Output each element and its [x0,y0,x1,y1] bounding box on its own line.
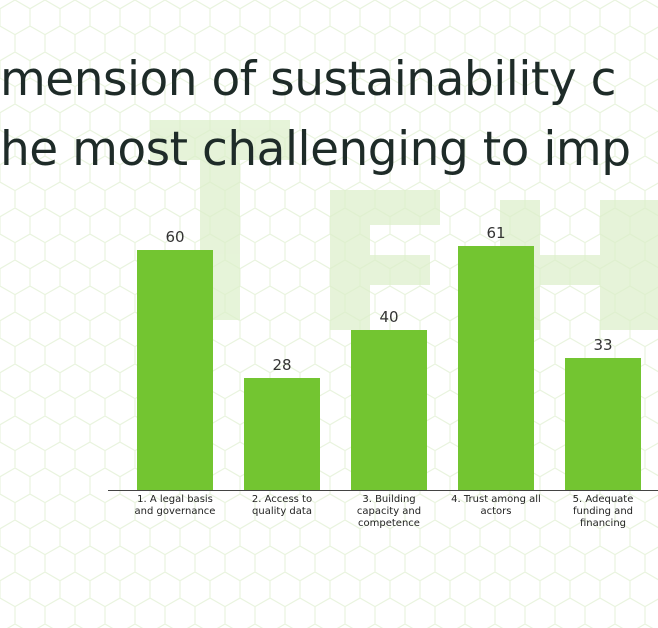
x-tick-label: 4. Trust among all actors [451,494,541,517]
bar [244,378,320,490]
title-line: he most challenging to imp [0,122,631,177]
x-axis [108,490,658,491]
x-tick-label: 2. Access to quality data [251,494,313,517]
value-label: 28 [272,356,292,374]
bar [351,330,427,490]
x-tick-label: 3. Building capacity and competence [356,494,422,529]
bar [565,358,641,490]
title-line: mension of sustainability c [0,52,616,107]
value-label: 61 [486,224,506,242]
x-tick-label: 5. Adequate funding and financing [572,494,634,529]
bar [458,246,534,490]
value-label: 60 [165,228,185,246]
x-tick-label: 1. A legal basis and governance [134,494,216,517]
value-label: 33 [593,336,613,354]
value-label: 40 [379,308,399,326]
bar [137,250,213,490]
